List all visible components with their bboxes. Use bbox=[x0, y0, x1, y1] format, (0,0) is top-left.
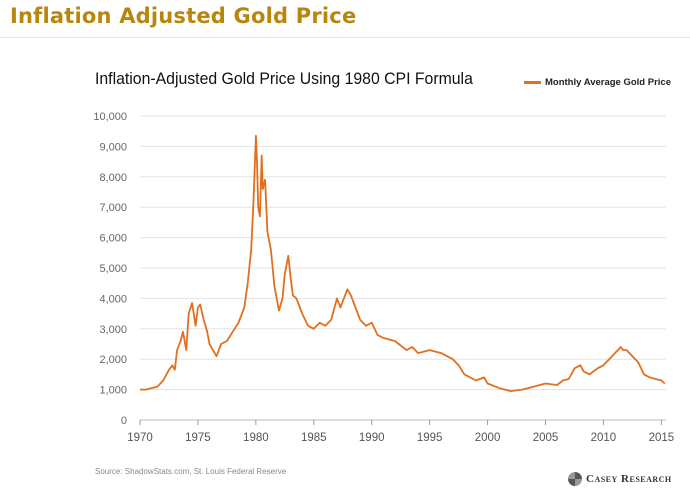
page-heading: Inflation Adjusted Gold Price bbox=[10, 4, 357, 28]
y-tick-label: 10,000 bbox=[93, 111, 127, 123]
chart-title: Inflation-Adjusted Gold Price Using 1980… bbox=[95, 69, 473, 88]
x-tick-label: 2005 bbox=[533, 432, 559, 444]
y-tick-label: 6,000 bbox=[99, 233, 127, 245]
chart-legend: Monthly Average Gold Price bbox=[524, 77, 671, 88]
x-tick-label: 1990 bbox=[359, 432, 385, 444]
x-tick-label: 1980 bbox=[243, 432, 269, 444]
casey-research-logo: Casey Research bbox=[568, 472, 672, 486]
x-tick-label: 1970 bbox=[127, 432, 153, 444]
legend-swatch bbox=[524, 81, 541, 84]
y-tick-label: 1,000 bbox=[99, 385, 127, 397]
x-tick-label: 1975 bbox=[185, 432, 211, 444]
source-note: Source: ShadowStats.com, St. Louis Feder… bbox=[95, 467, 287, 476]
series-line-gold-price bbox=[140, 134, 666, 392]
y-tick-label: 0 bbox=[121, 415, 127, 427]
heading-divider bbox=[0, 37, 690, 38]
legend-label: Monthly Average Gold Price bbox=[545, 77, 671, 88]
logo-mark-icon bbox=[568, 472, 582, 486]
x-tick-label: 2000 bbox=[475, 432, 501, 444]
y-tick-label: 3,000 bbox=[99, 324, 127, 336]
x-tick-label: 2015 bbox=[649, 432, 675, 444]
logo-text: Casey Research bbox=[586, 473, 672, 485]
y-tick-label: 7,000 bbox=[99, 202, 127, 214]
x-tick-label: 1995 bbox=[417, 432, 443, 444]
y-tick-label: 9,000 bbox=[99, 141, 127, 153]
y-tick-label: 5,000 bbox=[99, 263, 127, 275]
y-tick-label: 8,000 bbox=[99, 172, 127, 184]
x-tick-label: 1985 bbox=[301, 432, 327, 444]
y-tick-label: 2,000 bbox=[99, 354, 127, 366]
y-tick-label: 4,000 bbox=[99, 293, 127, 305]
x-tick-label: 2010 bbox=[591, 432, 617, 444]
